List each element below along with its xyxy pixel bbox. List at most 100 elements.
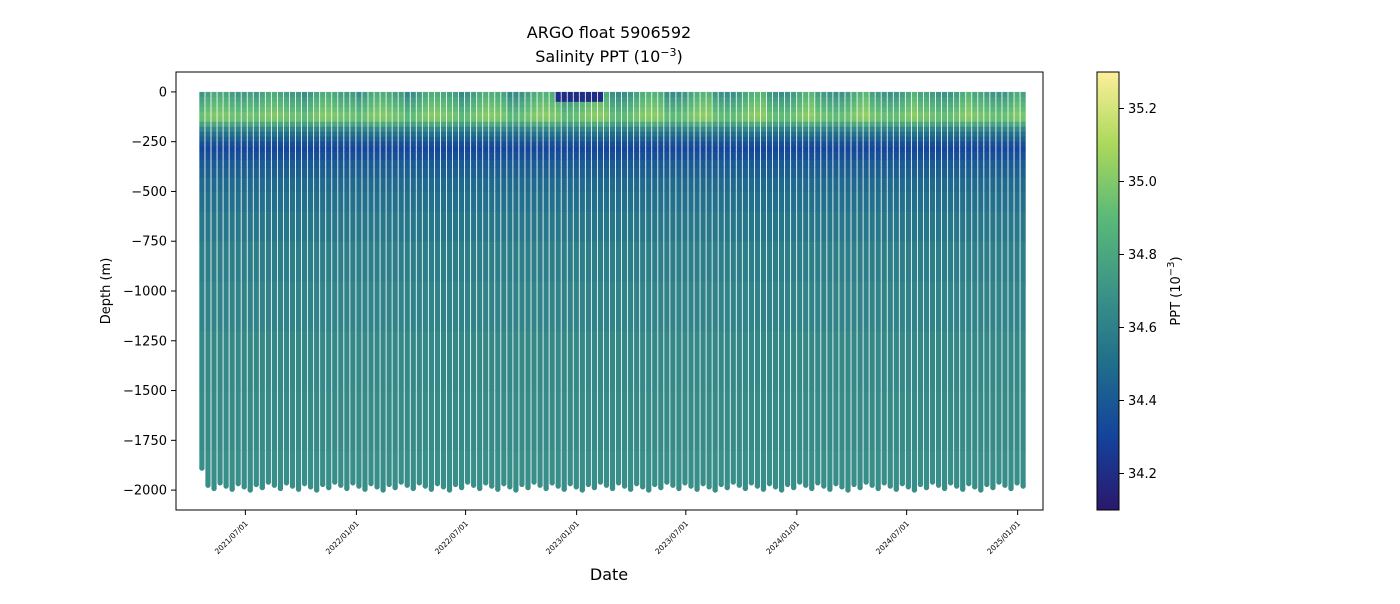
- profile-column: [416, 91, 422, 486]
- profile-bottom-point: [525, 485, 531, 491]
- profile-segment: [223, 131, 229, 138]
- profile-segment: [754, 101, 761, 108]
- profile-segment: [332, 211, 338, 242]
- profile-segment: [368, 111, 374, 118]
- profile-segment: [935, 177, 942, 193]
- profile-column: [899, 91, 905, 487]
- profile-segment: [440, 330, 447, 392]
- profile-segment: [458, 191, 465, 212]
- profile-segment: [839, 146, 845, 153]
- profile-segment: [332, 96, 338, 103]
- profile-column: [344, 91, 350, 492]
- profile-segment: [428, 159, 434, 169]
- profile-segment: [440, 450, 447, 488]
- profile-segment: [567, 211, 573, 242]
- profile-segment: [960, 330, 966, 392]
- profile-segment: [271, 146, 277, 153]
- profile-segment: [923, 191, 930, 212]
- profile-segment: [567, 101, 573, 108]
- profile-segment: [887, 116, 893, 123]
- profile-segment: [422, 151, 428, 161]
- profile-segment: [344, 116, 350, 123]
- profile-segment: [628, 146, 634, 153]
- profile-segment: [561, 106, 567, 113]
- profile-segment: [597, 96, 604, 103]
- profile-bottom-point: [893, 486, 899, 492]
- profile-segment: [277, 121, 284, 128]
- profile-segment: [954, 177, 960, 193]
- profile-segment: [688, 111, 694, 118]
- profile-segment: [905, 241, 911, 282]
- profile-segment: [718, 121, 724, 128]
- profile-segment: [628, 159, 634, 169]
- profile-segment: [211, 450, 217, 490]
- profile-segment: [676, 141, 682, 148]
- profile-segment: [446, 126, 453, 133]
- profile-segment: [301, 330, 308, 392]
- profile-segment: [229, 159, 235, 169]
- profile-segment: [742, 91, 748, 98]
- profile-segment: [718, 111, 724, 118]
- profile-segment: [597, 136, 604, 143]
- profile-segment: [809, 191, 815, 212]
- profile-segment: [778, 211, 785, 242]
- profile-segment: [978, 101, 984, 108]
- profile-segment: [742, 131, 748, 138]
- profile-segment: [495, 330, 501, 392]
- profile-segment: [736, 211, 742, 242]
- profile-segment: [211, 167, 217, 179]
- profile-segment: [803, 131, 809, 138]
- profile-segment: [301, 131, 308, 138]
- profile-segment: [416, 141, 422, 148]
- x-axis-label: Date: [590, 565, 628, 584]
- profile-segment: [525, 151, 531, 161]
- profile-segment: [428, 151, 434, 161]
- profile-segment: [350, 177, 356, 193]
- profile-segment: [609, 151, 616, 161]
- profile-segment: [567, 116, 573, 123]
- profile-segment: [851, 281, 857, 332]
- profile-segment: [295, 106, 302, 113]
- profile-segment: [531, 211, 537, 242]
- profile-segment: [495, 106, 501, 113]
- profile-segment: [875, 177, 881, 193]
- profile-segment: [531, 167, 537, 179]
- profile-segment: [899, 136, 905, 143]
- profile-segment: [362, 241, 368, 282]
- profile-segment: [754, 177, 761, 193]
- profile-segment: [845, 390, 851, 451]
- profile-segment: [555, 96, 561, 103]
- profile-segment: [911, 450, 918, 491]
- profile-segment: [434, 191, 441, 212]
- profile-segment: [778, 106, 785, 113]
- profile-segment: [223, 141, 229, 148]
- profile-segment: [434, 141, 441, 148]
- profile-segment: [404, 211, 410, 242]
- profile-segment: [555, 126, 561, 133]
- profile-segment: [477, 390, 483, 451]
- profile-segment: [1014, 211, 1020, 242]
- profile-segment: [211, 101, 217, 108]
- profile-segment: [694, 390, 700, 451]
- profile-segment: [809, 151, 815, 161]
- profile-segment: [338, 159, 344, 169]
- profile-segment: [501, 116, 507, 123]
- profile-segment: [809, 126, 815, 133]
- profile-segment: [676, 390, 682, 451]
- profile-segment: [410, 91, 416, 98]
- profile-segment: [984, 281, 990, 332]
- profile-segment: [235, 101, 241, 108]
- profile-segment: [356, 167, 362, 179]
- profile-segment: [652, 390, 658, 451]
- profile-segment: [760, 177, 767, 193]
- profile-segment: [458, 136, 465, 143]
- profile-segment: [640, 146, 646, 153]
- profile-column: [706, 91, 712, 490]
- profile-segment: [561, 151, 567, 161]
- profile-segment: [785, 281, 791, 332]
- profile-segment: [736, 177, 742, 193]
- profile-segment: [706, 159, 712, 169]
- profile-segment: [380, 116, 386, 123]
- profile-segment: [785, 101, 791, 108]
- profile-segment: [513, 101, 519, 108]
